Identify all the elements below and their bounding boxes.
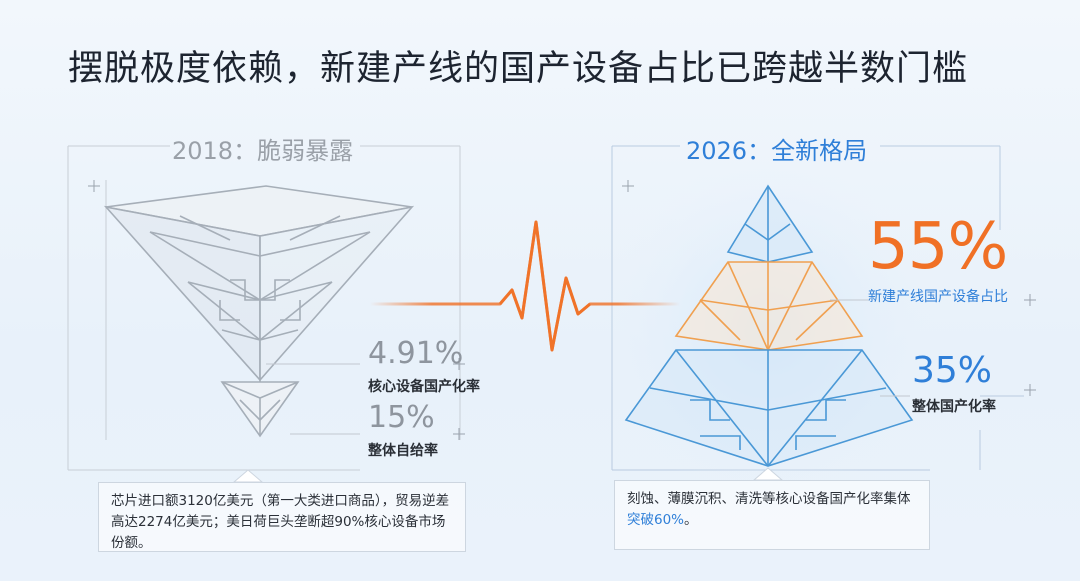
right-stat2-label: 整体国产化率	[912, 399, 996, 415]
left-stat2-value: 15%	[368, 400, 435, 435]
upright-pyramid-icon	[598, 160, 938, 500]
left-frame-guides	[67, 145, 461, 471]
right-note-text: 刻蚀、薄膜沉积、清洗等核心设备国产化率集体	[627, 491, 911, 507]
inverted-pyramid-icon	[103, 185, 415, 438]
right-note: 刻蚀、薄膜沉积、清洗等核心设备国产化率集体突破60%。	[614, 480, 930, 550]
right-stat1-label: 新建产线国产设备占比	[868, 289, 1008, 305]
left-stat1-label: 核心设备国产化率	[368, 379, 480, 395]
right-stat2-value: 35%	[912, 350, 993, 391]
right-stat1-value: 55%	[868, 210, 1008, 284]
left-note: 芯片进口额3120亿美元（第一大类进口商品），贸易逆差高达2274亿美元；美日荷…	[98, 482, 466, 552]
right-note-highlight: 突破60%	[627, 512, 685, 528]
left-heading: 2018：脆弱暴露	[172, 137, 354, 165]
pulse-line-icon	[370, 220, 680, 352]
connector-lines	[266, 299, 1024, 435]
page-title: 摆脱极度依赖，新建产线的国产设备占比已跨越半数门槛	[68, 49, 969, 89]
left-stat1-value: 4.91%	[368, 336, 464, 371]
note-left-tail	[232, 469, 264, 483]
right-heading: 2026：全新格局	[686, 137, 868, 165]
right-note-end: 。	[684, 512, 698, 528]
left-stat2-label: 整体自给率	[368, 443, 438, 459]
crosshair-markers	[88, 180, 1036, 440]
